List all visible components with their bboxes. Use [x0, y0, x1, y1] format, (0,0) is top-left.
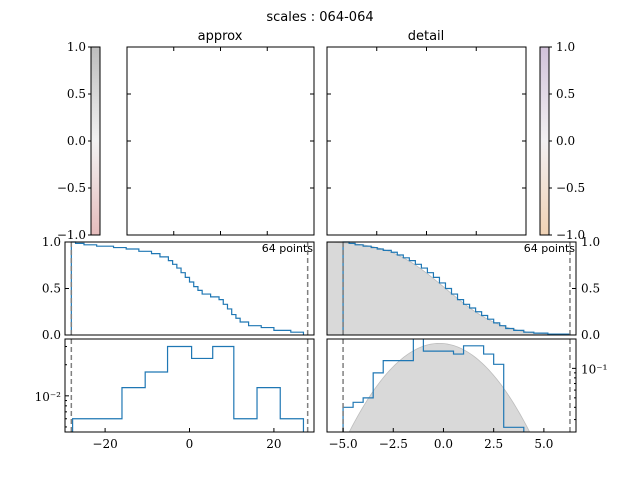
figure-title: scales : 064-064: [266, 10, 373, 25]
cdf-step-line: [70, 241, 305, 335]
colorbar-right: 1.0 0.5 0.0 −0.5 −1.0: [539, 40, 585, 242]
hist-x-tick-label: 0.0: [434, 437, 453, 451]
colorbar-left-ticks: 1.0 0.5 0.0 −0.5 −1.0: [57, 40, 91, 242]
hist-y-tick-label: 10⁻¹: [581, 362, 607, 376]
detail-image-frame: [326, 46, 527, 236]
hist-x-tick-label: 5.0: [534, 437, 553, 451]
approx-image-panel: approx: [126, 29, 315, 236]
colorbar-right-tick-label: 0.5: [556, 87, 575, 101]
histogram-step-line: [342, 339, 525, 432]
cdf-step-line: [342, 241, 571, 335]
approx-image-ticks: [127, 47, 314, 235]
colorbar-right-tick-label: −1.0: [556, 228, 585, 242]
detail-title: detail: [408, 29, 445, 44]
cdf-y-tick-label: 0.0: [581, 328, 600, 342]
cdf-y-tick-label: 0.5: [42, 282, 61, 296]
colorbar-right-ticks: 1.0 0.5 0.0 −0.5 −1.0: [549, 40, 585, 242]
approx-cdf-panel: 1.0 0.5 0.0 64 points: [42, 235, 315, 342]
colorbar-left: 1.0 0.5 0.0 −0.5 −1.0: [57, 40, 101, 242]
colorbar-right-gradient: [539, 46, 550, 236]
approx-histogram-frame: [64, 338, 315, 433]
colorbar-left-tick-label: 0.0: [67, 134, 86, 148]
approx-cdf-frame: [64, 241, 315, 336]
detail-cdf-panel: 1.0 0.5 0.0 64 points: [326, 235, 600, 342]
hist-x-tick-label: −2.5: [379, 437, 408, 451]
detail-cdf-annotation: 64 points: [524, 242, 576, 255]
hist-x-tick-label: 0: [186, 437, 194, 451]
colorbar-left-tick-label: −1.0: [57, 228, 86, 242]
histogram-step-line: [71, 345, 305, 432]
colorbar-right-tick-label: 0.0: [556, 134, 575, 148]
colorbar-left-tick-label: −0.5: [57, 181, 86, 195]
detail-cdf-frame: [326, 241, 577, 336]
approx-image-frame: [126, 46, 315, 236]
colorbar-left-tick-label: 0.5: [67, 87, 86, 101]
cdf-y-tick-label: 0.5: [581, 282, 600, 296]
detail-image-ticks: [327, 47, 526, 235]
hist-x-tick-label: 2.5: [484, 437, 503, 451]
reference-density-area: [348, 342, 531, 432]
hist-x-tick-label: −20: [92, 437, 117, 451]
approx-histogram-panel: 10⁻² −20 0 20: [35, 338, 315, 451]
approx-title: approx: [198, 29, 243, 44]
detail-histogram-panel: 10⁻¹ −5.0 −2.5 0.0 2.5 5.0: [326, 338, 607, 451]
colorbar-left-gradient: [90, 46, 101, 236]
hist-y-tick-label: 10⁻²: [35, 390, 62, 404]
cdf-y-tick-label: 1.0: [581, 235, 600, 249]
cdf-y-tick-label: 1.0: [42, 235, 61, 249]
hist-x-tick-label: −5.0: [328, 437, 357, 451]
colorbar-left-tick-label: 1.0: [67, 40, 86, 54]
colorbar-right-tick-label: 1.0: [556, 40, 575, 54]
approx-cdf-annotation: 64 points: [262, 242, 314, 255]
hist-x-tick-label: 20: [266, 437, 281, 451]
detail-histogram-frame: [326, 338, 577, 433]
colorbar-right-tick-label: −0.5: [556, 181, 585, 195]
detail-image-panel: detail: [326, 29, 527, 236]
cdf-y-tick-label: 0.0: [42, 328, 61, 342]
